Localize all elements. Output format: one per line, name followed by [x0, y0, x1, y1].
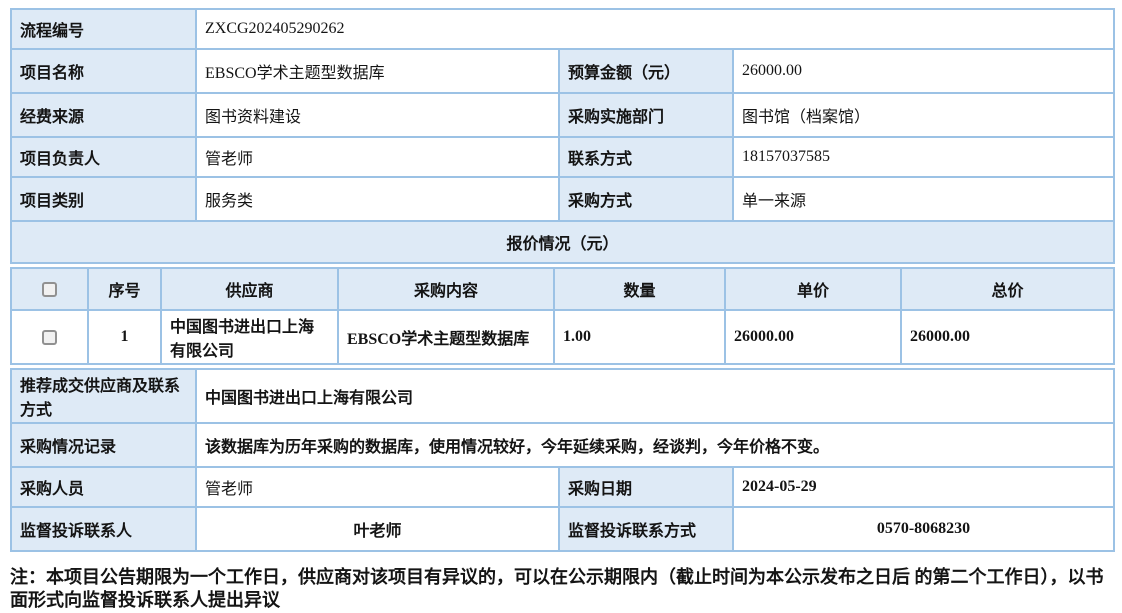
record-value: 该数据库为历年采购的数据库，使用情况较好，今年延续采购，经谈判，今年价格不变。 — [194, 422, 1116, 468]
date-value: 2024-05-29 — [731, 466, 1116, 508]
row-process-no: 流程编号 ZXCG202405290262 — [10, 8, 1116, 50]
quote-seq: 1 — [87, 309, 162, 365]
quote-total: 26000.00 — [900, 309, 1115, 365]
row-recommended: 推荐成交供应商及联系方式 中国图书进出口上海有限公司 — [10, 368, 1116, 424]
method-label: 采购方式 — [558, 176, 734, 222]
row-buyer: 采购人员 管老师 采购日期 2024-05-29 — [10, 466, 1116, 508]
phone-label: 联系方式 — [558, 136, 734, 178]
leader-label: 项目负责人 — [10, 136, 197, 178]
quote-row: 1 中国图书进出口上海有限公司 EBSCO学术主题型数据库 1.00 26000… — [10, 309, 1115, 365]
quote-header-row: 序号 供应商 采购内容 数量 单价 总价 — [10, 267, 1115, 311]
select-all-cell — [10, 267, 89, 311]
dept-value: 图书馆（档案馆） — [731, 92, 1116, 138]
budget-value: 26000.00 — [731, 48, 1116, 94]
col-total: 总价 — [900, 267, 1115, 311]
project-name-label: 项目名称 — [10, 48, 197, 94]
row-checkbox[interactable] — [42, 329, 57, 345]
row-quote-section-title: 报价情况（元） — [9, 220, 1116, 264]
category-label: 项目类别 — [10, 176, 197, 222]
date-label: 采购日期 — [558, 466, 734, 508]
col-qty: 数量 — [553, 267, 726, 311]
recommended-label: 推荐成交供应商及联系方式 — [10, 368, 197, 424]
select-all-checkbox[interactable] — [42, 281, 57, 297]
row-funding: 经费来源 图书资料建设 采购实施部门 图书馆（档案馆） — [10, 92, 1116, 138]
col-seq: 序号 — [87, 267, 162, 311]
row-supervisor: 监督投诉联系人 叶老师 监督投诉联系方式 0570-8068230 — [10, 506, 1116, 552]
result-info-table: 推荐成交供应商及联系方式 中国图书进出口上海有限公司 采购情况记录 该数据库为历… — [10, 368, 1116, 552]
buyer-label: 采购人员 — [10, 466, 197, 508]
budget-label: 预算金额（元） — [558, 48, 734, 94]
quote-qty: 1.00 — [553, 309, 726, 365]
project-name-value: EBSCO学术主题型数据库 — [195, 48, 560, 94]
dept-label: 采购实施部门 — [558, 92, 734, 138]
col-unit-price: 单价 — [724, 267, 902, 311]
quote-content: EBSCO学术主题型数据库 — [337, 309, 555, 365]
record-label: 采购情况记录 — [10, 422, 197, 468]
supervisor-phone-value: 0570-8068230 — [731, 506, 1116, 552]
quote-section-title: 报价情况（元） — [9, 220, 1116, 264]
leader-value: 管老师 — [195, 136, 560, 178]
category-value: 服务类 — [195, 176, 560, 222]
quote-unit-price: 26000.00 — [724, 309, 902, 365]
col-content: 采购内容 — [337, 267, 555, 311]
announcement-note: 注：本项目公告期限为一个工作日，供应商对该项目有异议的，可以在公示期限内（截止时… — [10, 567, 1104, 611]
project-info-table: 流程编号 ZXCG202405290262 项目名称 EBSCO学术主题型数据库… — [9, 8, 1116, 264]
row-select-cell — [10, 309, 89, 365]
row-leader: 项目负责人 管老师 联系方式 18157037585 — [10, 136, 1116, 178]
process-no-value: ZXCG202405290262 — [194, 8, 1116, 50]
col-supplier: 供应商 — [160, 267, 339, 311]
supervisor-value: 叶老师 — [195, 506, 560, 552]
funding-label: 经费来源 — [10, 92, 197, 138]
funding-value: 图书资料建设 — [195, 92, 560, 138]
quote-table: 序号 供应商 采购内容 数量 单价 总价 1 中国图书进出口上海有限公司 EBS… — [10, 267, 1115, 365]
process-no-label: 流程编号 — [10, 8, 197, 50]
recommended-value: 中国图书进出口上海有限公司 — [194, 368, 1116, 424]
row-project-name: 项目名称 EBSCO学术主题型数据库 预算金额（元） 26000.00 — [10, 48, 1116, 94]
supervisor-phone-label: 监督投诉联系方式 — [558, 506, 734, 552]
row-record: 采购情况记录 该数据库为历年采购的数据库，使用情况较好，今年延续采购，经谈判，今… — [10, 422, 1116, 468]
supervisor-label: 监督投诉联系人 — [10, 506, 197, 552]
method-value: 单一来源 — [731, 176, 1116, 222]
quote-supplier: 中国图书进出口上海有限公司 — [160, 309, 339, 365]
row-category: 项目类别 服务类 采购方式 单一来源 — [10, 176, 1116, 222]
buyer-value: 管老师 — [195, 466, 560, 508]
phone-value: 18157037585 — [731, 136, 1116, 178]
